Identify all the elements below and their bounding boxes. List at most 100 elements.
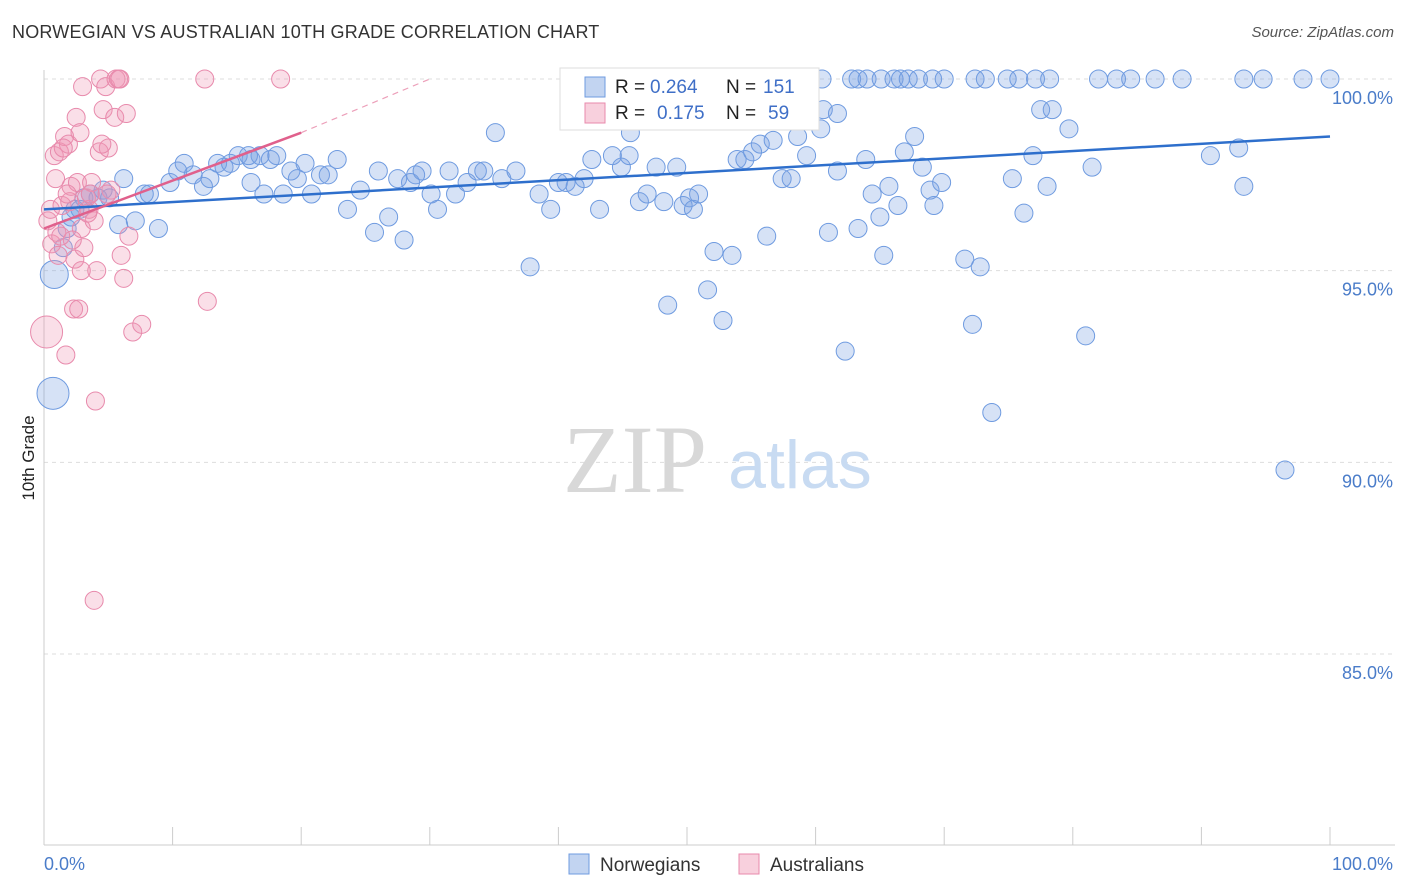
australian-point-51 (51, 226, 71, 246)
norwegian-point-106 (862, 184, 882, 204)
australian-point-24 (84, 211, 104, 231)
norwegian-point-116 (932, 173, 952, 192)
norwegian-point-109 (879, 176, 899, 196)
norwegian-point-105 (856, 150, 876, 169)
norwegian-point-137 (923, 69, 943, 89)
norwegian-point-129 (842, 69, 862, 89)
norwegian-point-0 (39, 260, 69, 289)
norwegian-point-89 (722, 245, 742, 265)
norwegian-point-162 (827, 104, 847, 123)
norwegian-point-135 (898, 69, 918, 89)
norwegian-point-22 (193, 176, 213, 196)
australian-point-57 (97, 184, 117, 204)
legend-r-value-1: 0.264 (650, 77, 698, 98)
bottom-legend-swatch-australians (738, 853, 760, 875)
norwegian-point-92 (743, 142, 763, 162)
norwegian-point-122 (1014, 203, 1034, 223)
norwegian-point-143 (1026, 69, 1046, 89)
norwegian-point-147 (1145, 69, 1165, 89)
tick-labels: 100.0% 95.0% 90.0% 85.0% 0.0% 100.0% (44, 88, 1393, 874)
norwegian-point-79 (654, 192, 674, 212)
norwegian-point-121 (1002, 169, 1022, 189)
norwegian-point-94 (757, 226, 777, 246)
australian-point-35 (111, 245, 131, 265)
australian-point-44 (197, 291, 217, 311)
norwegian-point-133 (884, 69, 904, 89)
norwegian-point-70 (582, 150, 602, 169)
legend-r-label-1: R = (615, 77, 645, 98)
y-tick-label-1: 95.0% (1342, 280, 1393, 300)
y-axis-title: 10th Grade (19, 415, 38, 500)
norwegian-point-150 (1293, 69, 1313, 89)
australian-point-6 (48, 245, 68, 265)
norwegian-point-64 (529, 184, 549, 204)
norwegian-point-161 (1172, 69, 1192, 89)
norwegian-point-40 (310, 165, 330, 185)
norwegian-point-110 (888, 196, 908, 215)
australian-point-42 (85, 391, 105, 411)
legend-n-value-1: 151 (763, 77, 795, 98)
norwegian-point-118 (962, 314, 982, 334)
norwegian-point-65 (541, 199, 561, 219)
watermark-zip: ZIP (563, 406, 707, 513)
legend-r-value-2: 0.175 (657, 103, 705, 124)
norwegian-point-101 (818, 222, 838, 242)
norwegian-point-10 (93, 180, 113, 200)
australian-point-41 (56, 345, 76, 365)
norwegian-point-157 (1229, 138, 1249, 158)
norwegian-point-102 (827, 161, 847, 181)
norwegian-point-76 (629, 192, 649, 212)
norwegian-point-87 (704, 242, 724, 261)
australian-point-17 (70, 123, 90, 143)
norwegian-point-49 (394, 230, 414, 250)
norwegian-point-156 (1200, 146, 1220, 166)
norwegian-point-1 (36, 376, 70, 410)
norwegian-point-144 (1040, 69, 1060, 89)
norwegian-point-41 (318, 165, 338, 185)
australian-point-56 (53, 138, 73, 158)
norwegian-point-155 (1042, 100, 1062, 120)
australian-point-38 (119, 226, 139, 246)
bottom-legend-swatch-norwegians (568, 853, 590, 875)
norwegian-point-38 (295, 153, 315, 173)
australian-point-55 (69, 299, 89, 319)
norwegian-point-136 (908, 69, 928, 89)
norwegian-point-126 (1076, 326, 1096, 346)
australian-point-19 (73, 77, 93, 97)
norwegian-point-111 (894, 142, 914, 162)
australian-point-31 (101, 180, 121, 200)
australian-point-50 (62, 230, 82, 250)
bottom-legend: Norwegians Australians (568, 853, 864, 876)
chart-title: NORWEGIAN VS AUSTRALIAN 10TH GRADE CORRE… (12, 22, 600, 42)
norwegian-point-55 (439, 161, 459, 181)
norwegian-point-154 (1031, 100, 1051, 120)
norwegian-point-82 (673, 196, 693, 215)
norwegian-point-88 (713, 311, 733, 330)
legend-swatch-norwegians (584, 76, 606, 98)
legend-n-label-2: N = (726, 103, 756, 124)
norwegian-point-58 (467, 161, 487, 181)
australian-point-40 (132, 314, 152, 334)
norwegian-point-99 (797, 146, 817, 166)
norwegian-point-60 (485, 123, 505, 143)
norwegian-point-160 (1089, 69, 1109, 89)
norwegian-point-93 (750, 134, 770, 154)
norwegian-point-17 (148, 219, 168, 238)
australian-point-53 (57, 184, 77, 204)
australian-point-45 (195, 69, 215, 89)
norwegian-point-97 (781, 169, 801, 189)
norwegian-point-148 (1234, 69, 1254, 89)
norwegian-point-141 (997, 69, 1017, 89)
bottom-legend-norwegians: Norwegians (600, 855, 700, 876)
norwegian-point-31 (241, 173, 261, 192)
norwegian-point-103 (835, 341, 855, 361)
norwegian-point-151 (1320, 69, 1340, 89)
norwegian-point-54 (428, 199, 448, 219)
norwegian-point-113 (912, 157, 932, 177)
norwegian-point-108 (874, 245, 894, 265)
norwegian-point-47 (379, 207, 399, 227)
norwegian-point-77 (637, 184, 657, 204)
norwegian-point-78 (646, 157, 666, 177)
norwegian-point-125 (1059, 119, 1079, 139)
